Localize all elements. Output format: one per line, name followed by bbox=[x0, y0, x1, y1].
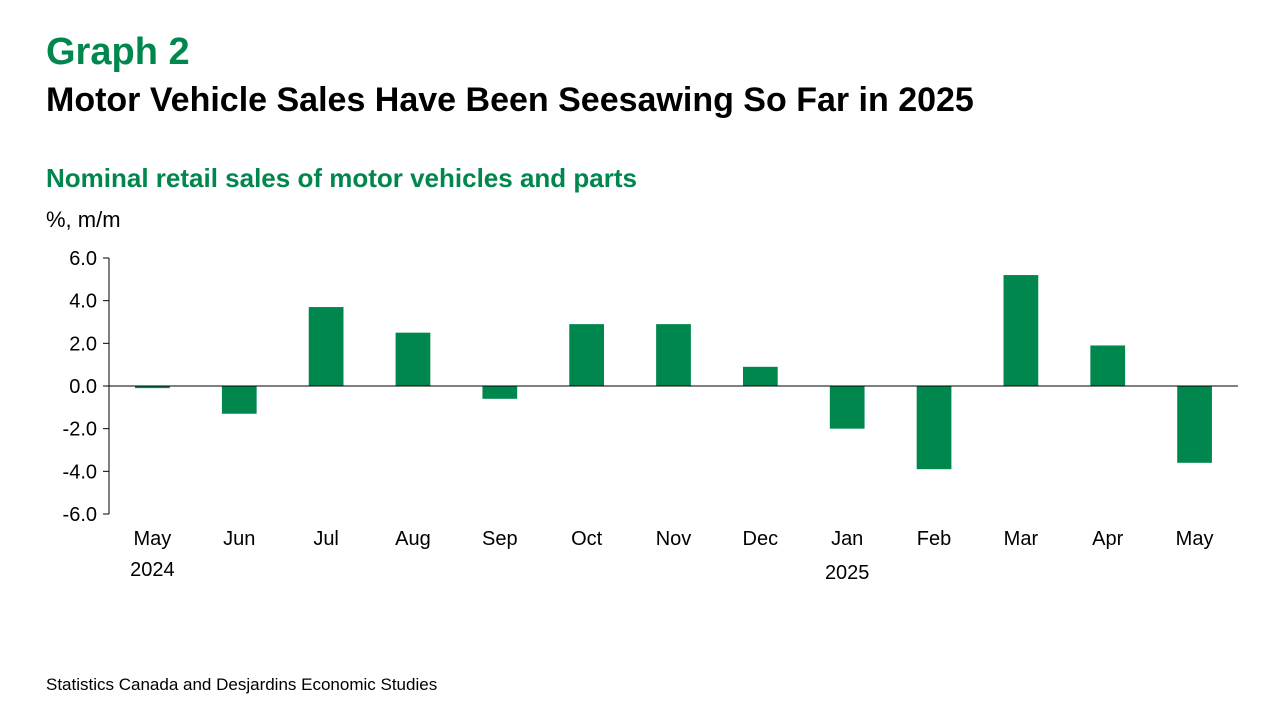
x-tick-label: Apr bbox=[1092, 528, 1123, 550]
x-axis-labels: May Jun Jul Aug Sep Oct Nov Dec Jan Feb Mar Apr May 2… bbox=[130, 528, 1213, 584]
bar-nov-6 bbox=[656, 324, 691, 386]
source-note: Statistics Canada and Desjardins Economi… bbox=[46, 675, 438, 694]
x-tick-label: Mar bbox=[1004, 528, 1039, 550]
x-tick-label: Sep bbox=[482, 528, 518, 550]
y-tick-label: 2.0 bbox=[69, 333, 97, 355]
x-year-label: 2024 bbox=[130, 559, 175, 581]
y-tick-label: -2.0 bbox=[63, 419, 97, 441]
x-tick-label: Aug bbox=[395, 528, 431, 550]
x-tick-label: Oct bbox=[571, 528, 603, 550]
x-tick-label: Jan bbox=[831, 528, 863, 550]
bar-oct-5 bbox=[569, 324, 605, 386]
x-tick-label: May bbox=[1176, 528, 1214, 550]
bar-dec-7 bbox=[742, 366, 778, 386]
bar-feb-9 bbox=[916, 386, 952, 470]
x-year-label: 2025 bbox=[825, 562, 870, 584]
x-tick-label: May bbox=[134, 528, 172, 550]
bar-apr-11 bbox=[1090, 345, 1126, 386]
bar-jun-1 bbox=[221, 386, 257, 414]
bar-jan-8 bbox=[829, 386, 865, 429]
y-tick-label: 4.0 bbox=[69, 291, 97, 313]
x-tick-label: Feb bbox=[917, 528, 951, 550]
y-tick-label: -4.0 bbox=[63, 461, 97, 483]
bar-aug-3 bbox=[395, 332, 431, 386]
x-tick-label: Nov bbox=[656, 528, 692, 550]
bar-may-0 bbox=[135, 386, 170, 389]
x-tick-label: Jun bbox=[223, 528, 255, 550]
y-tick-label: -6.0 bbox=[63, 504, 97, 526]
x-tick-label: Dec bbox=[743, 528, 779, 550]
bar-jul-2 bbox=[308, 307, 344, 386]
chart-title: Nominal retail sales of motor vehicles a… bbox=[46, 163, 637, 193]
y-tick-label: 0.0 bbox=[69, 376, 97, 398]
y-axis-ticks: 6.0 4.0 2.0 0.0 -2.0 -4.0 -6.0 bbox=[63, 248, 109, 526]
x-tick-label: Jul bbox=[313, 528, 339, 550]
bars bbox=[135, 275, 1212, 470]
y-axis-label: %, m/m bbox=[46, 207, 121, 232]
graph-label: Graph 2 bbox=[46, 31, 190, 73]
bar-mar-10 bbox=[1003, 275, 1039, 386]
bar-sep-4 bbox=[482, 386, 518, 399]
graph-title: Motor Vehicle Sales Have Been Seesawing … bbox=[46, 81, 974, 119]
y-tick-label: 6.0 bbox=[69, 248, 97, 270]
bar-may-12 bbox=[1177, 386, 1212, 463]
